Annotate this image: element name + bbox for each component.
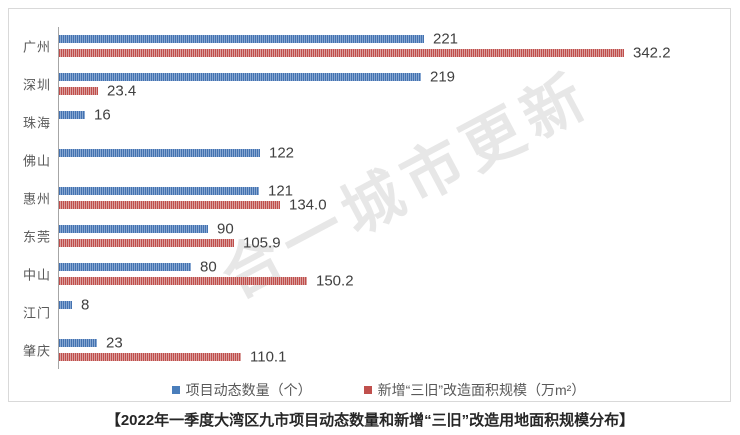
category-label: 东莞: [22, 229, 51, 245]
bar-group: 90 105.9: [59, 217, 724, 255]
bar-group: 8: [59, 293, 724, 331]
legend-swatch-renewal-area: [363, 386, 372, 394]
category-label: 深圳: [22, 77, 51, 93]
bar-project-count: [59, 35, 424, 43]
bar-group: 16: [59, 103, 724, 141]
chart-row: 佛山 122: [9, 141, 724, 179]
legend-item-project-count: 项目动态数量（个）: [171, 380, 312, 400]
legend-swatch-project-count: [171, 386, 180, 394]
bar-project-count: [59, 301, 72, 309]
bar-project-count: [59, 187, 259, 195]
bar-group: 23 110.1: [59, 331, 724, 369]
chart-row: 中山 80 150.2: [9, 255, 724, 293]
chart-row: 珠海 16: [9, 103, 724, 141]
bar-project-count: [59, 149, 260, 157]
category-label: 珠海: [22, 115, 51, 131]
value-label-renewal-area: 23.4: [107, 82, 137, 100]
value-label-project-count: 16: [94, 106, 111, 124]
chart-legend: 项目动态数量（个） 新增“三旧”改造面积规模（万m²）: [17, 380, 730, 400]
value-label-project-count: 121: [268, 182, 294, 200]
category-label: 广州: [22, 39, 51, 55]
bar-project-count: [59, 111, 85, 119]
chart-row: 惠州 121 134.0: [9, 179, 724, 217]
bar-group: 80 150.2: [59, 255, 724, 293]
chart-row: 深圳 219 23.4: [9, 65, 724, 103]
chart-row: 东莞 90 105.9: [9, 217, 724, 255]
bar-project-count: [59, 225, 208, 233]
value-label-renewal-area: 150.2: [316, 272, 354, 290]
bar-group: 219 23.4: [59, 65, 724, 103]
value-label-project-count: 221: [433, 30, 459, 48]
bar-renewal-area: [59, 49, 624, 57]
bar-group: 221 342.2: [59, 27, 724, 65]
category-label: 江门: [22, 305, 51, 321]
legend-label: 新增“三旧”改造面积规模（万m²）: [377, 382, 586, 398]
bar-renewal-area: [59, 239, 234, 247]
category-label: 惠州: [22, 191, 51, 207]
bar-project-count: [59, 339, 97, 347]
bar-renewal-area: [59, 87, 98, 95]
value-label-project-count: 80: [200, 258, 217, 276]
chart-row: 江门 8: [9, 293, 724, 331]
value-label-renewal-area: 105.9: [243, 234, 281, 252]
value-label-project-count: 8: [81, 296, 90, 314]
bar-renewal-area: [59, 201, 280, 209]
value-label-project-count: 90: [217, 220, 234, 238]
bar-renewal-area: [59, 353, 241, 361]
legend-item-renewal-area: 新增“三旧”改造面积规模（万m²）: [363, 380, 586, 400]
chart-frame: 合一城市更新 广州 221 342.2 深圳 219 23.4 珠海 16 佛山 122 惠州 121…: [8, 8, 731, 402]
category-axis-line: [58, 27, 59, 369]
value-label-renewal-area: 110.1: [250, 348, 287, 366]
bar-group: 122: [59, 141, 724, 179]
category-label: 肇庆: [22, 343, 51, 359]
category-label: 佛山: [22, 153, 51, 169]
value-label-renewal-area: 342.2: [633, 44, 671, 62]
legend-label: 项目动态数量（个）: [185, 382, 312, 398]
chart-row: 广州 221 342.2: [9, 27, 724, 65]
value-label-project-count: 23: [106, 334, 123, 352]
chart-caption: 【2022年一季度大湾区九市项目动态数量和新增“三旧”改造用地面积规模分布】: [105, 412, 635, 429]
value-label-renewal-area: 134.0: [289, 196, 327, 214]
bar-project-count: [59, 263, 191, 271]
value-label-project-count: 122: [269, 144, 295, 162]
chart-row: 肇庆 23 110.1: [9, 331, 724, 369]
bar-renewal-area: [59, 277, 307, 285]
plot-area: 广州 221 342.2 深圳 219 23.4 珠海 16 佛山 122 惠州 121 134.0 东莞…: [9, 27, 724, 369]
bar-group: 121 134.0: [59, 179, 724, 217]
category-label: 中山: [22, 267, 51, 283]
value-label-project-count: 219: [430, 68, 456, 86]
bar-project-count: [59, 73, 421, 81]
